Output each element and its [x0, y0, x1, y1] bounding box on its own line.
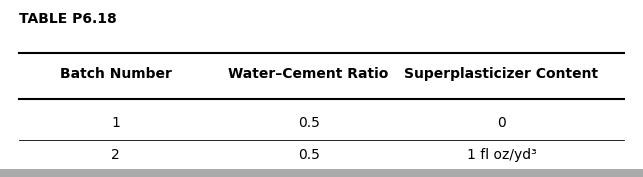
FancyBboxPatch shape [0, 169, 643, 177]
Text: 2: 2 [111, 148, 120, 162]
Text: 1 fl oz/yd³: 1 fl oz/yd³ [467, 148, 536, 162]
Text: Superplasticizer Content: Superplasticizer Content [404, 67, 599, 81]
Text: TABLE P6.18: TABLE P6.18 [19, 12, 117, 26]
Text: 0.5: 0.5 [298, 116, 320, 130]
Text: 0.5: 0.5 [298, 148, 320, 162]
Text: Batch Number: Batch Number [60, 67, 172, 81]
Text: 1: 1 [111, 116, 120, 130]
Text: Water–Cement Ratio: Water–Cement Ratio [228, 67, 389, 81]
Text: 0: 0 [497, 116, 506, 130]
